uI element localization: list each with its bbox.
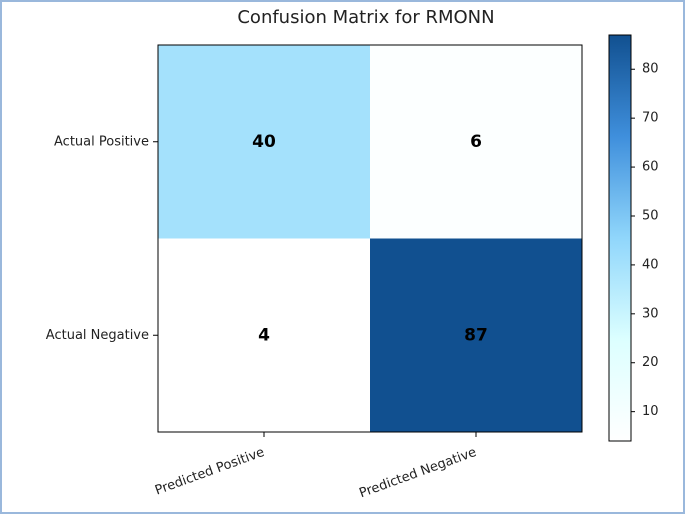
chart-title: Confusion Matrix for RMONN [237, 7, 494, 28]
colorbar-tick-label: 10 [642, 404, 659, 419]
plot-border [157, 44, 583, 433]
cell [370, 45, 582, 239]
colorbar-tick-label: 70 [642, 111, 659, 126]
cell-label: 40 [252, 132, 276, 152]
colorbar-tick-label: 60 [642, 160, 659, 175]
y-tick-label: Actual Negative [46, 328, 149, 343]
colorbar-tick-label: 80 [642, 62, 659, 77]
colorbar-tick-label: 50 [642, 208, 659, 223]
cell [158, 45, 370, 239]
x-tick-label: Predicted Positive [153, 445, 266, 499]
colorbar-tick-label: 40 [642, 257, 659, 272]
cell-label: 4 [258, 325, 270, 345]
cell-label: 6 [470, 132, 482, 152]
cell [158, 238, 370, 432]
cell-label: 87 [464, 325, 488, 345]
colorbar-tick-label: 30 [642, 306, 659, 321]
colorbar-tick-label: 20 [642, 355, 659, 370]
y-tick-label: Actual Positive [54, 134, 149, 149]
x-tick-label: Predicted Negative [357, 445, 478, 501]
cell [370, 238, 582, 432]
colorbar [608, 34, 632, 442]
